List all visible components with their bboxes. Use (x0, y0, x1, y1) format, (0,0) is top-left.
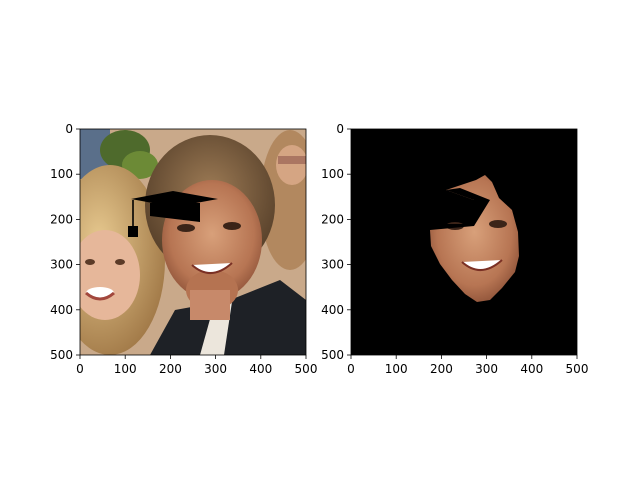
left-y-tick-label: 200 (50, 212, 73, 226)
left-y-tick-label: 400 (50, 303, 73, 317)
right-x-tick-label: 300 (475, 362, 498, 376)
right-y-tick-label: 0 (336, 122, 344, 136)
right-x-tick-label: 0 (347, 362, 355, 376)
right-x-tick-label: 500 (566, 362, 589, 376)
right-x-tick-label: 400 (520, 362, 543, 376)
right-y-tick-label: 500 (321, 348, 344, 362)
right-x-tick-label: 100 (385, 362, 408, 376)
right-x-tick-label: 200 (430, 362, 453, 376)
left-axes-frame (79, 128, 307, 356)
right-y-tick-label: 400 (321, 303, 344, 317)
right-y-tick-label: 100 (321, 167, 344, 181)
left-photo (80, 129, 306, 355)
right-y-tick-label: 300 (321, 258, 344, 272)
left-image-panel (79, 128, 307, 356)
right-axes-frame (350, 128, 578, 356)
left-y-tick-label: 100 (50, 167, 73, 181)
left-y-tick-label: 0 (65, 122, 73, 136)
left-x-tick-label: 500 (295, 362, 318, 376)
left-y-tick-label: 300 (50, 258, 73, 272)
right-y-tick-label: 200 (321, 212, 344, 226)
left-x-tick-label: 400 (249, 362, 272, 376)
left-x-tick-label: 200 (159, 362, 182, 376)
right-mask-image (351, 129, 577, 355)
left-y-tick-label: 500 (50, 348, 73, 362)
right-image-panel (350, 128, 578, 356)
left-x-tick-label: 300 (204, 362, 227, 376)
face-segment (430, 175, 519, 302)
left-x-tick-label: 100 (114, 362, 137, 376)
graduation-cap-icon (128, 191, 218, 237)
left-x-tick-label: 0 (76, 362, 84, 376)
